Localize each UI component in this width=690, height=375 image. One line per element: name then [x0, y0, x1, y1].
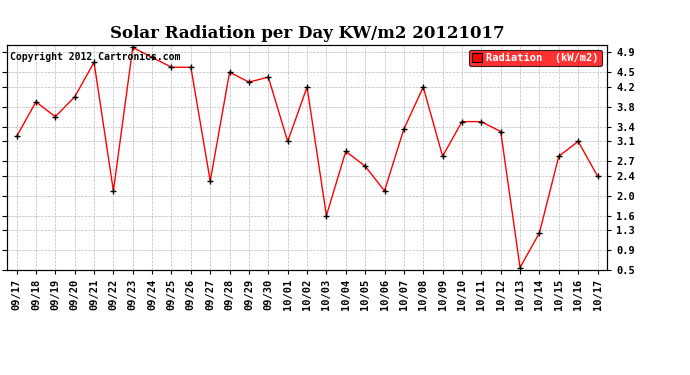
Title: Solar Radiation per Day KW/m2 20121017: Solar Radiation per Day KW/m2 20121017: [110, 25, 504, 42]
Text: Copyright 2012 Cartronics.com: Copyright 2012 Cartronics.com: [10, 52, 180, 62]
Legend: Radiation  (kW/m2): Radiation (kW/m2): [469, 50, 602, 66]
